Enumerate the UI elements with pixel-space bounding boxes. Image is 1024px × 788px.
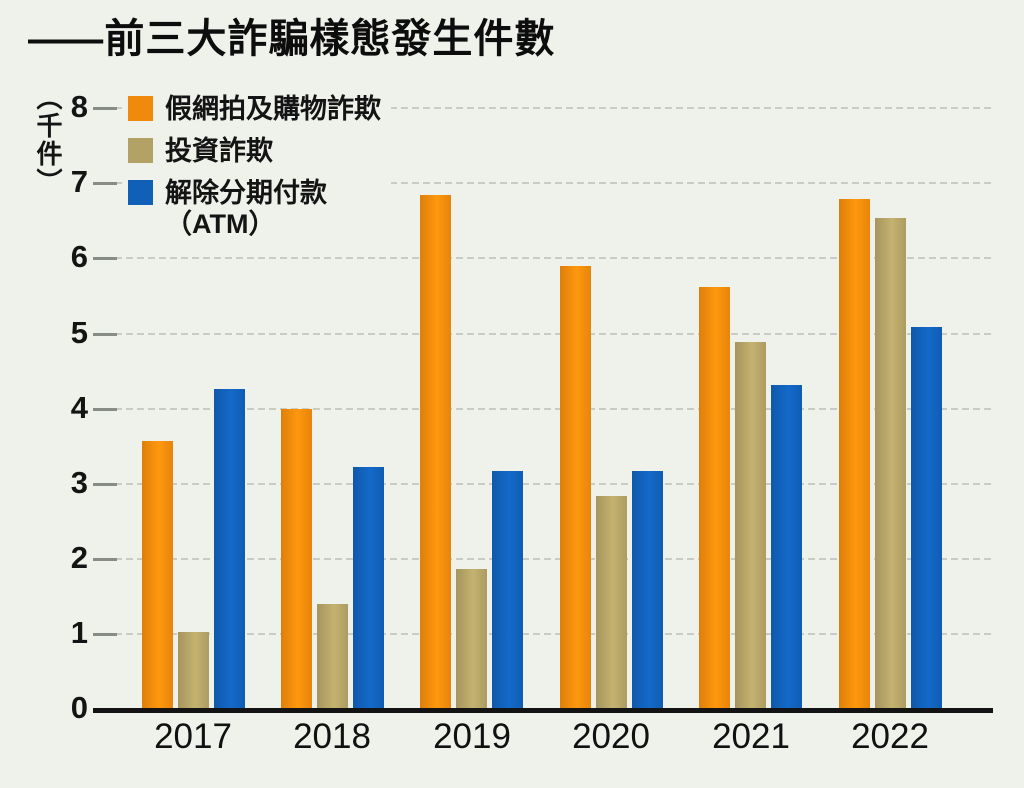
y-tick-label-6: 6 (70, 239, 88, 275)
y-tick-dash-3 (93, 482, 117, 486)
bar-2017-series1 (178, 632, 209, 709)
legend-item: 解除分期付款 （ATM） (128, 178, 381, 240)
grid-line-3 (93, 482, 993, 485)
y-tick-dash-7 (93, 182, 117, 186)
y-tick-dash-5 (93, 332, 117, 336)
page-title: —— 前三大詐騙樣態發生件數 (28, 6, 555, 64)
chart-title-text: 前三大詐騙樣態發生件數 (104, 17, 556, 61)
bar-2019-series0 (420, 195, 451, 709)
legend-item: 投資詐欺 (128, 136, 381, 167)
y-tick-dash-6 (93, 257, 117, 261)
bar-2021-series0 (699, 287, 730, 709)
bar-2020-series0 (560, 266, 591, 709)
legend-item: 假網拍及購物詐欺 (128, 94, 381, 125)
y-tick-label-1: 1 (70, 614, 88, 650)
x-axis-line (93, 708, 993, 713)
y-tick-dash-1 (93, 632, 117, 636)
bar-2021-series1 (735, 342, 766, 709)
bar-2017-series0 (142, 441, 173, 709)
bar-2017-series2 (214, 389, 245, 709)
bar-2022-series2 (911, 327, 942, 709)
y-tick-dash-8 (93, 107, 117, 111)
x-tick-label-2020: 2020 (572, 717, 650, 756)
y-tick-dash-2 (93, 557, 117, 561)
legend-item-label: 投資詐欺 (165, 136, 273, 166)
legend-item-label: 解除分期付款 （ATM） (165, 178, 327, 239)
grid-line-8 (93, 107, 993, 110)
legend: 假網拍及購物詐欺 投資詐欺解除分期付款 （ATM） (126, 92, 391, 253)
bar-2018-series1 (317, 604, 348, 709)
x-tick-label-2017: 2017 (154, 717, 232, 756)
y-tick-label-5: 5 (70, 314, 88, 350)
y-tick-label-8: 8 (70, 89, 88, 125)
bar-2020-series1 (596, 496, 627, 709)
bar-2022-series1 (875, 218, 906, 709)
y-tick-label-0: 0 (70, 690, 88, 725)
y-tick-dash-4 (93, 407, 117, 411)
x-tick-label-2019: 2019 (433, 717, 511, 756)
legend-swatch-1 (128, 138, 153, 163)
bar-2018-series2 (353, 467, 384, 709)
x-tick-label-2022: 2022 (851, 717, 929, 756)
legend-swatch-2 (128, 180, 153, 205)
y-tick-label-4: 4 (70, 389, 88, 425)
bar-2021-series2 (771, 385, 802, 709)
bar-2019-series1 (456, 569, 487, 709)
grid-line-2 (93, 557, 993, 560)
x-tick-label-2021: 2021 (712, 717, 790, 756)
y-tick-label-7: 7 (70, 164, 88, 200)
bar-2018-series0 (281, 409, 312, 709)
y-tick-label-3: 3 (70, 464, 88, 500)
title-dash-mark: —— (28, 17, 103, 61)
legend-swatch-0 (128, 96, 153, 121)
y-tick-label-2: 2 (70, 539, 88, 575)
grid-line-5 (93, 332, 993, 335)
grid-line-6 (93, 257, 993, 260)
bar-2019-series2 (492, 471, 523, 709)
bar-2022-series0 (839, 199, 870, 709)
grid-line-7 (93, 182, 993, 185)
x-tick-label-2018: 2018 (293, 717, 371, 756)
grid-line-1 (93, 632, 993, 635)
bar-2020-series2 (632, 471, 663, 709)
y-axis-unit-label: （千件） (33, 84, 63, 196)
grid-line-4 (93, 407, 993, 410)
legend-item-label: 假網拍及購物詐欺 (165, 94, 381, 124)
